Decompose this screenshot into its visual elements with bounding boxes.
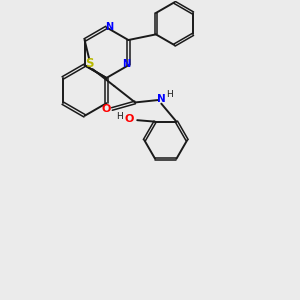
- Text: O: O: [124, 114, 134, 124]
- Text: N: N: [157, 94, 166, 103]
- Text: O: O: [102, 104, 111, 114]
- Text: N: N: [105, 22, 113, 32]
- Text: H: H: [166, 90, 173, 99]
- Text: H: H: [116, 112, 123, 121]
- Text: N: N: [122, 59, 130, 69]
- Text: S: S: [85, 57, 93, 70]
